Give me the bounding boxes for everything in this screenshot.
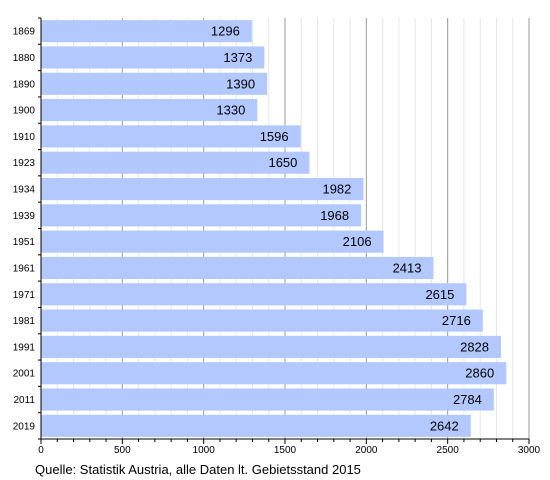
bar-1939 [41,204,362,227]
bar-1900 [41,99,258,122]
category-label-1890: 1890 [13,79,36,90]
value-label-1971: 2615 [425,287,454,302]
bar-1923 [41,151,310,174]
bar-1890 [41,72,268,95]
value-label-1910: 1596 [260,129,289,144]
bar-2001 [41,362,507,385]
source-note: Quelle: Statistik Austria, alle Daten lt… [35,462,361,477]
category-label-1951: 1951 [13,237,36,248]
labels: 1869 1296 1880 1373 1890 1390 1900 1330 1910 1596… [13,24,541,456]
bar-1951 [41,230,384,253]
bar-1961 [41,256,434,280]
value-label-1951: 2106 [343,234,372,249]
value-label-1923: 1650 [268,155,297,170]
bars [41,20,507,437]
value-label-1961: 2413 [393,260,422,275]
category-label-1981: 1981 [13,316,36,327]
value-label-2019: 2642 [430,418,459,433]
bar-1869 [41,20,252,43]
category-label-2011: 2011 [13,395,35,406]
category-label-2019: 2019 [13,421,36,432]
category-label-1869: 1869 [13,27,36,38]
value-label-1981: 2716 [442,313,471,328]
axes [38,17,530,444]
bar-1880 [41,46,265,69]
value-label-2011: 2784 [453,392,482,407]
value-label-1900: 1330 [216,103,245,118]
x-tick-label-500: 500 [114,445,131,456]
bar-2019 [41,414,471,437]
category-label-1939: 1939 [13,211,36,222]
category-label-2001: 2001 [13,369,36,380]
x-tick-label-2500: 2500 [437,445,460,456]
category-label-1900: 1900 [13,106,36,117]
bar-1981 [41,309,483,332]
category-label-1910: 1910 [13,132,36,143]
x-tick-label-0: 0 [38,445,44,456]
value-label-1869: 1296 [211,24,240,39]
category-label-1923: 1923 [13,158,36,169]
category-label-1971: 1971 [13,290,36,301]
category-label-1991: 1991 [13,342,36,353]
value-label-2001: 2860 [465,366,494,381]
x-tick-label-2000: 2000 [355,445,378,456]
category-label-1934: 1934 [13,185,36,196]
bar-1934 [41,177,364,201]
x-tick-label-1000: 1000 [193,445,216,456]
bar-1910 [41,125,301,148]
category-label-1880: 1880 [13,53,36,64]
value-label-1939: 1968 [320,208,349,223]
value-label-1991: 2828 [460,339,489,354]
value-label-1934: 1982 [322,182,351,197]
bar-1971 [41,283,467,306]
value-label-1880: 1373 [223,50,252,65]
bar-2011 [41,388,494,411]
bar-1991 [41,335,502,358]
value-label-1890: 1390 [226,76,255,91]
x-tick-label-3000: 3000 [518,445,541,456]
x-tick-label-1500: 1500 [274,445,297,456]
category-label-1961: 1961 [13,263,36,274]
